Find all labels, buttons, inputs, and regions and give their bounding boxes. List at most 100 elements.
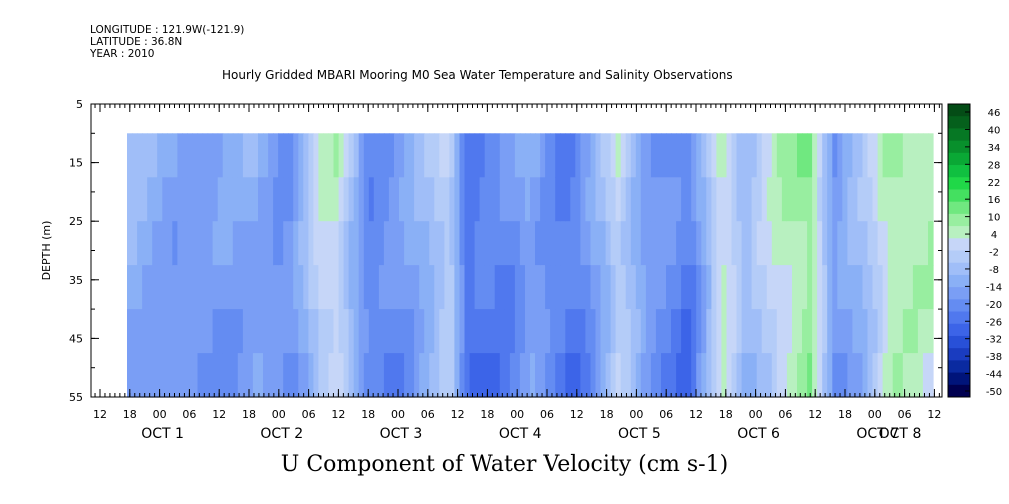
heatmap-cell (328, 133, 335, 178)
heatmap-cell (595, 221, 602, 266)
heatmap-cell (756, 265, 763, 310)
heatmap-cell (358, 353, 365, 398)
heatmap-cell (540, 177, 546, 222)
heatmap-cell (600, 221, 607, 266)
heatmap-cell (298, 133, 304, 178)
heatmap-cell (797, 177, 803, 222)
heatmap-cell (635, 265, 642, 310)
heatmap-cell (897, 177, 904, 222)
colorbar-label: -38 (986, 352, 1002, 363)
heatmap-cell (610, 309, 617, 354)
colorbar-cell (948, 348, 970, 361)
heatmap-cell (610, 177, 617, 222)
colorbar-cell (948, 152, 970, 166)
heatmap-cell (484, 221, 491, 266)
heatmap-cell (686, 309, 692, 354)
heatmap-cell (414, 221, 420, 266)
heatmap-cell (565, 265, 571, 310)
heatmap-cell (802, 265, 808, 310)
heatmap-cell (268, 309, 274, 354)
heatmap-cell (514, 133, 521, 178)
heatmap-cell (227, 133, 234, 178)
heatmap-cell (232, 133, 239, 178)
heatmap-cell (887, 177, 894, 222)
heatmap-cell (232, 265, 239, 310)
heatmap-cell (555, 177, 561, 222)
day-label: OCT 1 (141, 426, 184, 442)
heatmap-cell (671, 265, 677, 310)
heatmap-cell (268, 133, 274, 178)
heatmap-cell (832, 133, 838, 178)
heatmap-cell (797, 133, 803, 178)
heatmap-cell (127, 133, 133, 178)
heatmap-cell (565, 221, 571, 266)
heatmap-cell (696, 353, 702, 398)
heatmap-cell (484, 309, 491, 354)
heatmap-cell (812, 309, 818, 354)
heatmap-cell (630, 353, 637, 398)
heatmap-cell (137, 221, 143, 266)
heatmap-cell (761, 133, 768, 178)
heatmap-cell (776, 309, 783, 354)
heatmap-cell (797, 309, 803, 354)
heatmap-cell (872, 265, 879, 310)
heatmap-cell (761, 265, 768, 310)
heatmap-cell (202, 133, 209, 178)
heatmap-cell (615, 309, 622, 354)
x-tick-label: 00 (391, 408, 405, 421)
heatmap-cell (333, 177, 340, 222)
colorbar-cell (948, 165, 970, 178)
heatmap-cell (378, 265, 385, 310)
day-label: OCT 8 (879, 426, 922, 442)
heatmap-cell (902, 265, 909, 310)
heatmap-cell (595, 353, 602, 398)
heatmap-cell (545, 177, 551, 222)
heatmap-cell (363, 265, 370, 310)
heatmap-cell (373, 133, 380, 178)
heatmap-cell (338, 177, 345, 222)
heatmap-cell (807, 309, 813, 354)
heatmap-cell (645, 309, 652, 354)
heatmap-cell (197, 221, 204, 266)
heatmap-cell (585, 221, 591, 266)
heatmap-cell (917, 177, 924, 222)
heatmap-cell (313, 177, 319, 222)
heatmap-cell (746, 177, 753, 222)
heatmap-cell (207, 177, 214, 222)
heatmap-cell (721, 221, 727, 266)
heatmap-cell (283, 353, 289, 398)
heatmap-cell (434, 309, 440, 354)
heatmap-cell (928, 177, 934, 222)
heatmap-cell (479, 221, 486, 266)
colorbar-label: 40 (988, 125, 1001, 136)
y-tick-label: 5 (76, 98, 83, 111)
heatmap-cell (857, 133, 863, 178)
heatmap-cell (837, 133, 843, 178)
heatmap-cell (696, 221, 702, 266)
heatmap-cell (756, 177, 763, 222)
heatmap-cell (157, 265, 163, 310)
heatmap-cell (802, 309, 808, 354)
heatmap-cell (766, 309, 773, 354)
heatmap-cell (419, 133, 425, 178)
heatmap-cell (902, 133, 909, 178)
heatmap-cell (535, 177, 541, 222)
heatmap-cell (882, 353, 889, 398)
heatmap-cell (610, 265, 617, 310)
heatmap-cell (414, 353, 420, 398)
heatmap-cell (172, 133, 178, 178)
x-tick-label: 18 (242, 408, 256, 421)
heatmap-cell (348, 265, 355, 310)
heatmap-cell (736, 221, 743, 266)
heatmap-cell (434, 177, 440, 222)
heatmap-cell (182, 265, 188, 310)
heatmap-cell (192, 133, 199, 178)
heatmap-cell (882, 133, 889, 178)
heatmap-cell (917, 265, 924, 310)
heatmap-cell (273, 221, 279, 266)
heatmap-cell (706, 309, 712, 354)
heatmap-cell (706, 133, 712, 178)
heatmap-cell (323, 221, 330, 266)
x-tick-label: 12 (689, 408, 703, 421)
heatmap-cell (877, 221, 884, 266)
